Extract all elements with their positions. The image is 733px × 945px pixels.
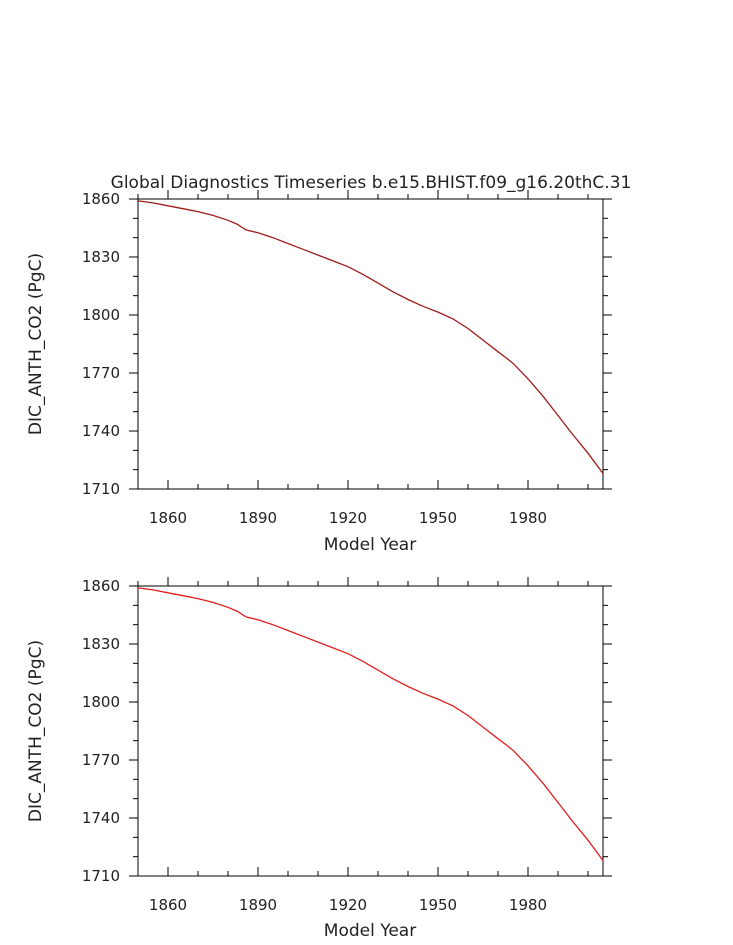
y-tick-label: 1740 bbox=[82, 809, 120, 827]
y-tick-label: 1770 bbox=[82, 751, 120, 769]
x-tick-label: 1920 bbox=[329, 896, 367, 914]
y-tick-label: 1860 bbox=[82, 190, 120, 208]
y-axis-label: DIC_ANTH_CO2 (PgC) bbox=[26, 253, 46, 435]
y-tick-label: 1800 bbox=[82, 693, 120, 711]
x-tick-label: 1950 bbox=[419, 509, 457, 527]
y-tick-label: 1800 bbox=[82, 306, 120, 324]
chart-title: Global Diagnostics Timeseries b.e15.BHIS… bbox=[111, 173, 632, 193]
y-tick-labels: 1710 1740 1770 1800 1830 1860 bbox=[82, 190, 120, 498]
y-tick-label: 1740 bbox=[82, 422, 120, 440]
x-tick-label: 1890 bbox=[239, 509, 277, 527]
x-tick-labels: 1860 1890 1920 1950 1980 bbox=[149, 509, 547, 527]
y-tick-label: 1710 bbox=[82, 480, 120, 498]
plot-frame bbox=[137, 198, 604, 490]
y-tick-label: 1860 bbox=[82, 577, 120, 595]
series-line bbox=[137, 587, 604, 861]
x-axis-label: Model Year bbox=[324, 535, 416, 555]
axis-ticks bbox=[129, 190, 612, 490]
x-tick-label: 1950 bbox=[419, 896, 457, 914]
x-tick-labels: 1860 1890 1920 1950 1980 bbox=[149, 896, 547, 914]
x-tick-label: 1920 bbox=[329, 509, 367, 527]
top-panel: 1860 1890 1920 1950 1980 1710 1740 1770 1800 183… bbox=[26, 190, 612, 555]
x-tick-label: 1890 bbox=[239, 896, 277, 914]
plot-frame bbox=[137, 585, 604, 877]
axis-ticks bbox=[129, 577, 612, 877]
series-line bbox=[137, 200, 604, 474]
y-tick-label: 1830 bbox=[82, 248, 120, 266]
y-axis-label: DIC_ANTH_CO2 (PgC) bbox=[26, 640, 46, 822]
y-tick-label: 1830 bbox=[82, 635, 120, 653]
x-tick-label: 1980 bbox=[509, 896, 547, 914]
y-tick-label: 1770 bbox=[82, 364, 120, 382]
y-tick-labels: 1710 1740 1770 1800 1830 1860 bbox=[82, 577, 120, 885]
x-tick-label: 1860 bbox=[149, 509, 187, 527]
x-tick-label: 1860 bbox=[149, 896, 187, 914]
x-tick-label: 1980 bbox=[509, 509, 547, 527]
y-tick-label: 1710 bbox=[82, 867, 120, 885]
x-axis-label: Model Year bbox=[324, 921, 416, 941]
bottom-panel: 1860 1890 1920 1950 1980 1710 1740 1770 1800 183… bbox=[26, 577, 612, 941]
